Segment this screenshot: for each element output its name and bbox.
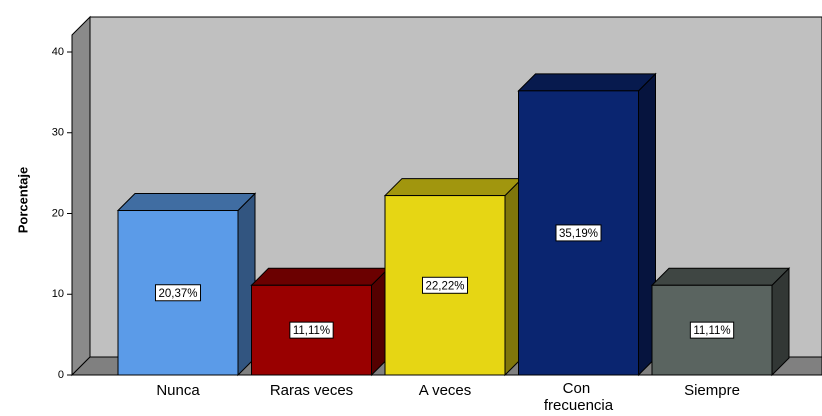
- bar-top: [250, 267, 390, 286]
- x-tick-label: Nunca: [156, 382, 200, 399]
- value-label: 11,11%: [289, 321, 334, 339]
- value-label-box: [689, 321, 735, 339]
- bar-top: [116, 193, 257, 212]
- x-tick-label: Con frecuencia: [544, 380, 614, 414]
- x-tick-label: A veces: [419, 382, 472, 399]
- value-label-text: 11,11%: [693, 325, 730, 337]
- y-axis-label: Porcentaje: [15, 167, 30, 233]
- value-label-box: [555, 224, 602, 242]
- value-label: 11,11%: [689, 321, 735, 339]
- side-wall: [71, 15, 91, 377]
- y-tick-label: 20: [52, 207, 64, 219]
- value-label-text: 20,37%: [158, 288, 197, 300]
- value-label-box: [154, 284, 202, 302]
- value-label-text: 11,11%: [293, 325, 330, 337]
- bar-top: [517, 73, 657, 92]
- y-tick-label: 40: [52, 46, 64, 58]
- x-tick-label: Siempre: [684, 382, 740, 399]
- value-label-text: 22,22%: [425, 280, 464, 292]
- bar-top: [650, 267, 791, 286]
- value-label-box: [289, 321, 334, 339]
- bar-side: [771, 267, 790, 377]
- value-label: 20,37%: [154, 284, 202, 302]
- value-label: 35,19%: [555, 224, 602, 242]
- y-tick-label: 30: [52, 127, 64, 139]
- x-tick-label: Raras veces: [270, 382, 353, 399]
- value-label: 22,22%: [421, 276, 469, 294]
- y-tick-label: 10: [52, 288, 64, 300]
- y-tick-label: 0: [58, 369, 64, 381]
- bar-top: [383, 178, 524, 197]
- value-label-box: [421, 276, 469, 294]
- value-label-text: 35,19%: [559, 228, 598, 240]
